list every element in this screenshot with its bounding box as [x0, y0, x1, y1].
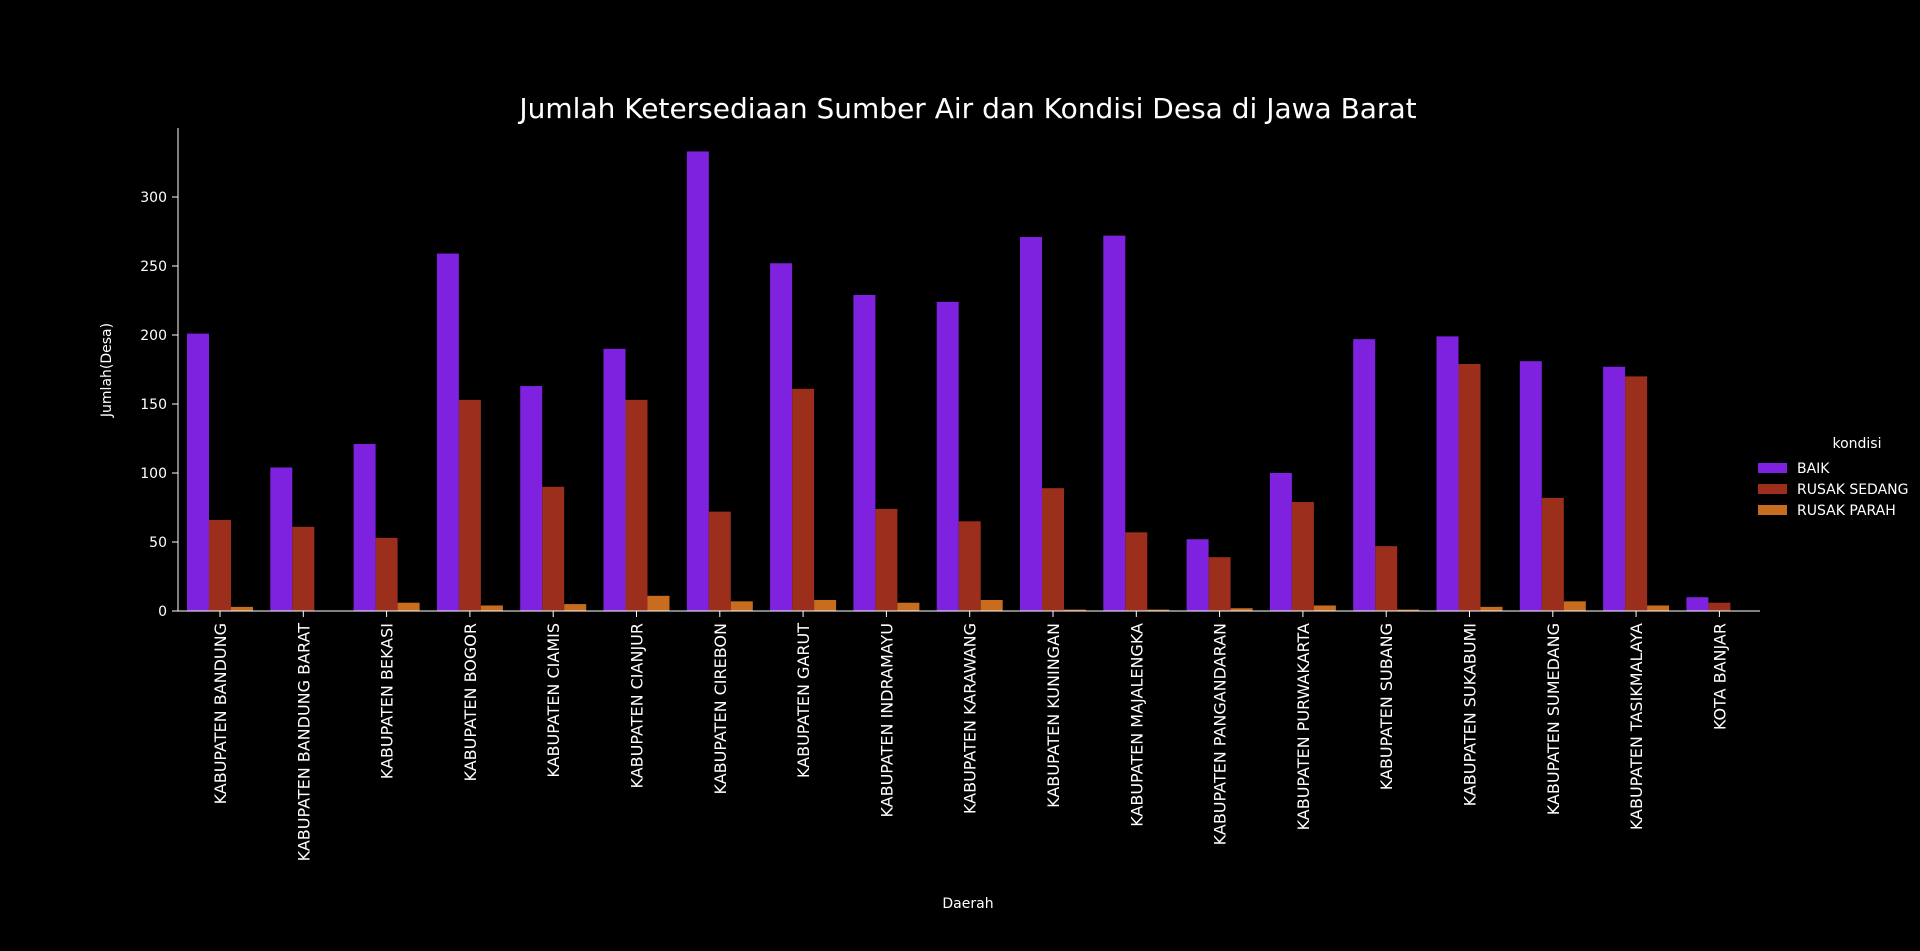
bar: [1375, 546, 1398, 611]
bar: [1353, 339, 1376, 611]
bar: [1563, 601, 1586, 611]
bar: [231, 606, 253, 611]
x-tick-label: KABUPATEN SUKABUMI: [1461, 623, 1480, 806]
bar: [542, 486, 565, 611]
bar: [564, 604, 587, 611]
legend-label: RUSAK PARAH: [1797, 503, 1896, 519]
bar: [436, 253, 459, 611]
x-tick-label: KABUPATEN CIAMIS: [544, 623, 563, 778]
x-tick-label: KABUPATEN PURWAKARTA: [1294, 623, 1313, 830]
legend-swatch: [1758, 484, 1787, 494]
bar: [397, 602, 420, 611]
bar: [1458, 363, 1481, 611]
bar: [686, 151, 709, 611]
bar: [1042, 488, 1064, 611]
bar: [209, 519, 231, 611]
bar: [1313, 605, 1336, 611]
y-tick-label: 50: [149, 535, 167, 551]
x-tick-label: KABUPATEN BANDUNG BARAT: [294, 623, 313, 862]
bar: [980, 599, 1003, 611]
plot-area: 0 50 100 150 200 250 300 KABUPATEN BANDUNG KABUP…: [140, 128, 1760, 861]
x-tick-label: KABUPATEN SUBANG: [1377, 623, 1396, 790]
bar: [458, 399, 481, 611]
x-tick-label: KABUPATEN KARAWANG: [961, 623, 980, 814]
bar: [1186, 539, 1209, 611]
bar: [1436, 336, 1459, 611]
bar: [1541, 497, 1564, 611]
y-tick-label: 250: [140, 259, 167, 275]
bar: [603, 348, 626, 611]
bar: [1103, 235, 1126, 611]
bar: [1519, 361, 1542, 611]
bar: [187, 333, 209, 611]
bar: [1647, 605, 1670, 611]
bar: [792, 388, 815, 611]
bar: [1020, 237, 1042, 611]
bar: [1397, 609, 1420, 611]
x-tick-label: KOTA BANJAR: [1710, 623, 1729, 730]
bar: [1480, 606, 1503, 611]
bar: [1208, 557, 1231, 611]
legend-label: RUSAK SEDANG: [1797, 482, 1909, 498]
bar: [1291, 501, 1314, 611]
bar: [1603, 366, 1626, 611]
bar: [1269, 473, 1292, 611]
y-tick-label: 0: [158, 604, 167, 620]
bar: [708, 511, 731, 611]
bar: [730, 601, 753, 611]
legend: kondisi BAIK RUSAK SEDANG RUSAK PARAH: [1758, 436, 1909, 519]
x-tick-label: KABUPATEN BEKASI: [378, 623, 397, 779]
bar: [897, 602, 920, 611]
bar: [1230, 608, 1253, 611]
bar: [1147, 609, 1170, 611]
bar: [814, 599, 837, 611]
bar: [292, 526, 315, 611]
bar: [1625, 376, 1648, 611]
bar: [1125, 532, 1148, 611]
x-tick-label: KABUPATEN INDRAMAYU: [877, 623, 896, 818]
x-tick-label: KABUPATEN BOGOR: [461, 623, 480, 782]
x-tick-label: KABUPATEN MAJALENGKA: [1127, 623, 1146, 827]
bar: [520, 386, 543, 611]
bar: [1686, 597, 1709, 611]
x-tick-label: KABUPATEN GARUT: [794, 623, 813, 778]
bar: [647, 595, 670, 611]
bar: [625, 399, 648, 611]
bar: [853, 294, 876, 611]
x-tick-label: KABUPATEN PANGANDARAN: [1211, 623, 1230, 845]
bar: [270, 467, 293, 611]
bar: [958, 521, 981, 611]
x-tick-label: KABUPATEN KUNINGAN: [1044, 623, 1063, 808]
bar: [480, 605, 503, 611]
legend-swatch: [1758, 505, 1787, 515]
x-tick-label: KABUPATEN CIREBON: [711, 623, 730, 794]
bar: [936, 301, 959, 611]
bar: [1708, 602, 1731, 611]
bar: [875, 508, 898, 611]
bar: [1064, 609, 1086, 611]
x-axis-label: Daerah: [942, 896, 993, 912]
bar: [353, 444, 376, 611]
y-tick-label: 300: [140, 190, 167, 206]
y-tick-label: 200: [140, 328, 167, 344]
x-tick-label: KABUPATEN BANDUNG: [211, 623, 230, 804]
x-tick-label: KABUPATEN SUMEDANG: [1544, 623, 1563, 815]
y-tick-label: 150: [140, 397, 167, 413]
legend-title: kondisi: [1832, 436, 1881, 452]
y-axis-label: Jumlah(Desa): [99, 323, 115, 418]
bar: [770, 263, 793, 611]
x-tick-label: KABUPATEN TASIKMALAYA: [1627, 623, 1646, 830]
chart-title: Jumlah Ketersediaan Sumber Air dan Kondi…: [517, 92, 1416, 125]
legend-label: BAIK: [1797, 461, 1830, 477]
bar: [375, 537, 398, 611]
x-tick-label: KABUPATEN CIANJUR: [628, 623, 647, 788]
y-tick-label: 100: [140, 466, 167, 482]
legend-swatch: [1758, 463, 1787, 473]
